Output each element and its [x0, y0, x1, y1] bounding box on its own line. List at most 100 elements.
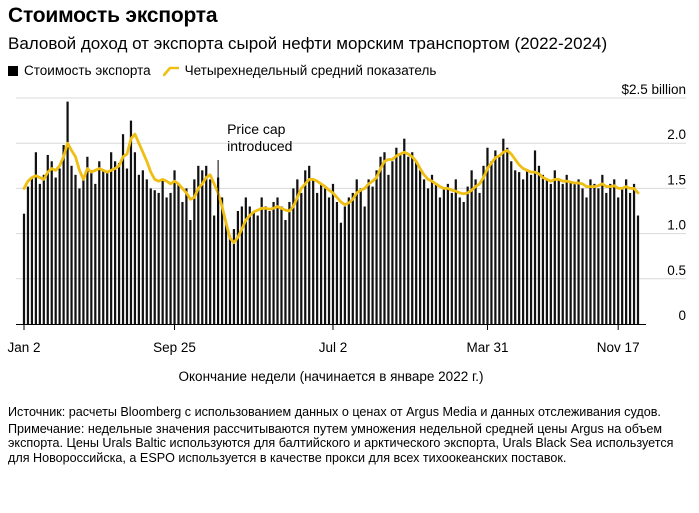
bar-72: [308, 165, 311, 324]
bar-103: [430, 174, 434, 324]
bar-33: [153, 190, 156, 324]
bar-28: [133, 152, 137, 324]
bar-99: [415, 161, 418, 324]
bar-18: [94, 183, 97, 324]
bar-121: [502, 138, 505, 324]
bar-130: [537, 165, 541, 324]
bar-131: [541, 174, 545, 324]
bar-32: [149, 188, 152, 324]
bar-74: [316, 192, 319, 324]
bar-7: [50, 161, 53, 324]
bar-128: [529, 174, 533, 324]
legend: Стоимость экспорта Четырехнедельный сред…: [8, 63, 448, 78]
axes: 0 0.5 1.0 1.5 2.0 $2.5 billion Jan 2 Sep 25 Jul …: [7, 82, 686, 384]
bar-145: [597, 188, 600, 324]
bar-92: [387, 174, 390, 324]
bar-133: [549, 183, 552, 324]
bar-1: [26, 186, 30, 324]
y-tick-label-3: 1.5: [667, 172, 686, 187]
bar-106: [442, 188, 446, 324]
bar-141: [581, 188, 584, 324]
bar-37: [169, 192, 172, 324]
bar-23: [114, 161, 117, 324]
bar-125: [518, 172, 521, 324]
bar-100: [419, 170, 422, 324]
bar-57: [248, 206, 251, 324]
bar-9: [58, 168, 61, 324]
bar-65: [280, 206, 283, 324]
bar-140: [577, 179, 580, 324]
legend-item-line: Четырехнедельный средний показатель: [162, 63, 437, 78]
bar-85: [359, 188, 362, 324]
bar-147: [605, 192, 608, 324]
bar-122: [506, 147, 509, 324]
bar-62: [268, 211, 271, 324]
y-tick-label-1: 0.5: [667, 263, 686, 278]
bar-137: [565, 174, 568, 324]
source-note: Источник: расчеты Bloomberg с использова…: [8, 405, 661, 419]
bar-40: [181, 201, 184, 324]
x-axis-title: Окончание недели (начинается в январе 20…: [179, 369, 484, 384]
bar-118: [490, 161, 493, 324]
legend-bar-label: Стоимость экспорта: [24, 63, 151, 78]
bar-70: [300, 192, 303, 324]
bar-148: [609, 183, 612, 324]
legend-line-label: Четырехнедельный средний показатель: [184, 63, 437, 78]
bar-75: [319, 183, 323, 324]
bar-16: [86, 156, 89, 324]
bar-115: [478, 192, 481, 324]
legend-item-bars: Стоимость экспорта: [8, 63, 151, 78]
bar-120: [498, 156, 501, 324]
bar-84: [355, 179, 358, 324]
bar-149: [613, 179, 616, 324]
bar-58: [252, 211, 255, 324]
legend-line-swatch: [162, 66, 179, 76]
bar-17: [90, 170, 93, 324]
bar-98: [411, 152, 414, 324]
bar-151: [621, 188, 624, 324]
bar-113: [470, 170, 473, 324]
bar-13: [74, 174, 77, 324]
bar-25: [121, 134, 125, 324]
bar-129: [533, 150, 537, 324]
bar-107: [446, 183, 449, 324]
bar-143: [589, 179, 592, 324]
bar-154: [632, 183, 636, 324]
bar-102: [426, 188, 430, 324]
y-tick-label-5: $2.5 billion: [621, 82, 686, 97]
chart-subtitle: Валовой доход от экспорта сырой нефти мо…: [8, 34, 608, 53]
bar-69: [296, 179, 299, 324]
bar-153: [628, 192, 632, 324]
y-tick-label-4: 2.0: [667, 127, 686, 142]
bar-96: [403, 138, 406, 324]
bar-94: [395, 147, 398, 324]
bar-67: [288, 201, 291, 324]
bar-73: [312, 179, 315, 324]
bar-10: [62, 145, 65, 324]
bar-105: [438, 197, 442, 324]
bar-48: [213, 215, 216, 324]
bar-80: [339, 222, 343, 324]
bar-45: [201, 170, 204, 324]
bar-47: [209, 179, 212, 324]
bar-15: [82, 179, 85, 324]
bar-14: [78, 188, 81, 324]
bar-77: [327, 197, 331, 324]
bar-63: [272, 201, 275, 324]
avg-line-series: [22, 132, 640, 245]
bar-119: [494, 150, 497, 324]
bar-76: [323, 188, 327, 324]
bar-112: [466, 186, 469, 324]
notes-block: Источник: расчеты Bloomberg с использова…: [8, 405, 693, 467]
bar-126: [522, 179, 525, 324]
bar-2: [30, 177, 34, 324]
bar-50: [220, 197, 224, 324]
bar-68: [292, 188, 295, 324]
bar-35: [161, 179, 164, 324]
bar-66: [284, 220, 287, 324]
bar-78: [331, 183, 335, 324]
bar-124: [514, 170, 517, 324]
bar-95: [399, 154, 402, 324]
x-tick-label-3: Mar 31: [466, 340, 508, 355]
bar-64: [276, 197, 279, 324]
